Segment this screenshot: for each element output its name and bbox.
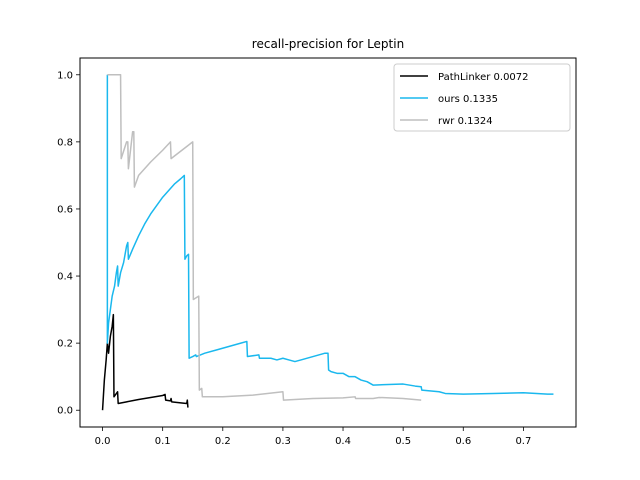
legend: PathLinker 0.0072 ours 0.1335 rwr 0.1324 [393, 63, 571, 132]
x-tick-label: 0.0 [95, 436, 111, 447]
legend-label-2: rwr 0.1324 [438, 116, 493, 127]
y-tick-label: 0.0 [57, 406, 73, 417]
plot-area: 0.0 0.1 0.2 0.3 0.4 0.5 0.6 0.7 0.0 0.2 0.4 0.6 0.8… [57, 57, 577, 447]
legend-label-1: ours 0.1335 [438, 94, 498, 105]
x-axis: 0.0 0.1 0.2 0.3 0.4 0.5 0.6 0.7 [95, 427, 531, 447]
series-line-1 [106, 74, 554, 395]
series-line-2 [107, 74, 422, 401]
y-tick-label: 0.4 [57, 272, 73, 283]
chart-title: recall-precision for Leptin [252, 37, 404, 51]
y-tick-label: 1.0 [57, 70, 73, 81]
series-layer [101, 74, 554, 411]
legend-items: PathLinker 0.0072 ours 0.1335 rwr 0.1324 [400, 72, 529, 127]
series-line-0 [101, 313, 189, 411]
x-tick-label: 0.1 [155, 436, 171, 447]
x-tick-label: 0.4 [335, 436, 351, 447]
y-tick-label: 0.2 [57, 339, 73, 350]
y-tick-label: 0.6 [57, 204, 73, 215]
legend-box [393, 63, 571, 132]
x-tick-label: 0.5 [395, 436, 411, 447]
y-axis: 0.0 0.2 0.4 0.6 0.8 1.0 [57, 70, 80, 417]
x-tick-label: 0.7 [515, 436, 531, 447]
legend-label-0: PathLinker 0.0072 [438, 72, 529, 83]
x-tick-label: 0.3 [275, 436, 291, 447]
x-tick-label: 0.6 [455, 436, 471, 447]
y-tick-label: 0.8 [57, 137, 73, 148]
x-tick-label: 0.2 [215, 436, 231, 447]
plot-frame [79, 57, 577, 428]
